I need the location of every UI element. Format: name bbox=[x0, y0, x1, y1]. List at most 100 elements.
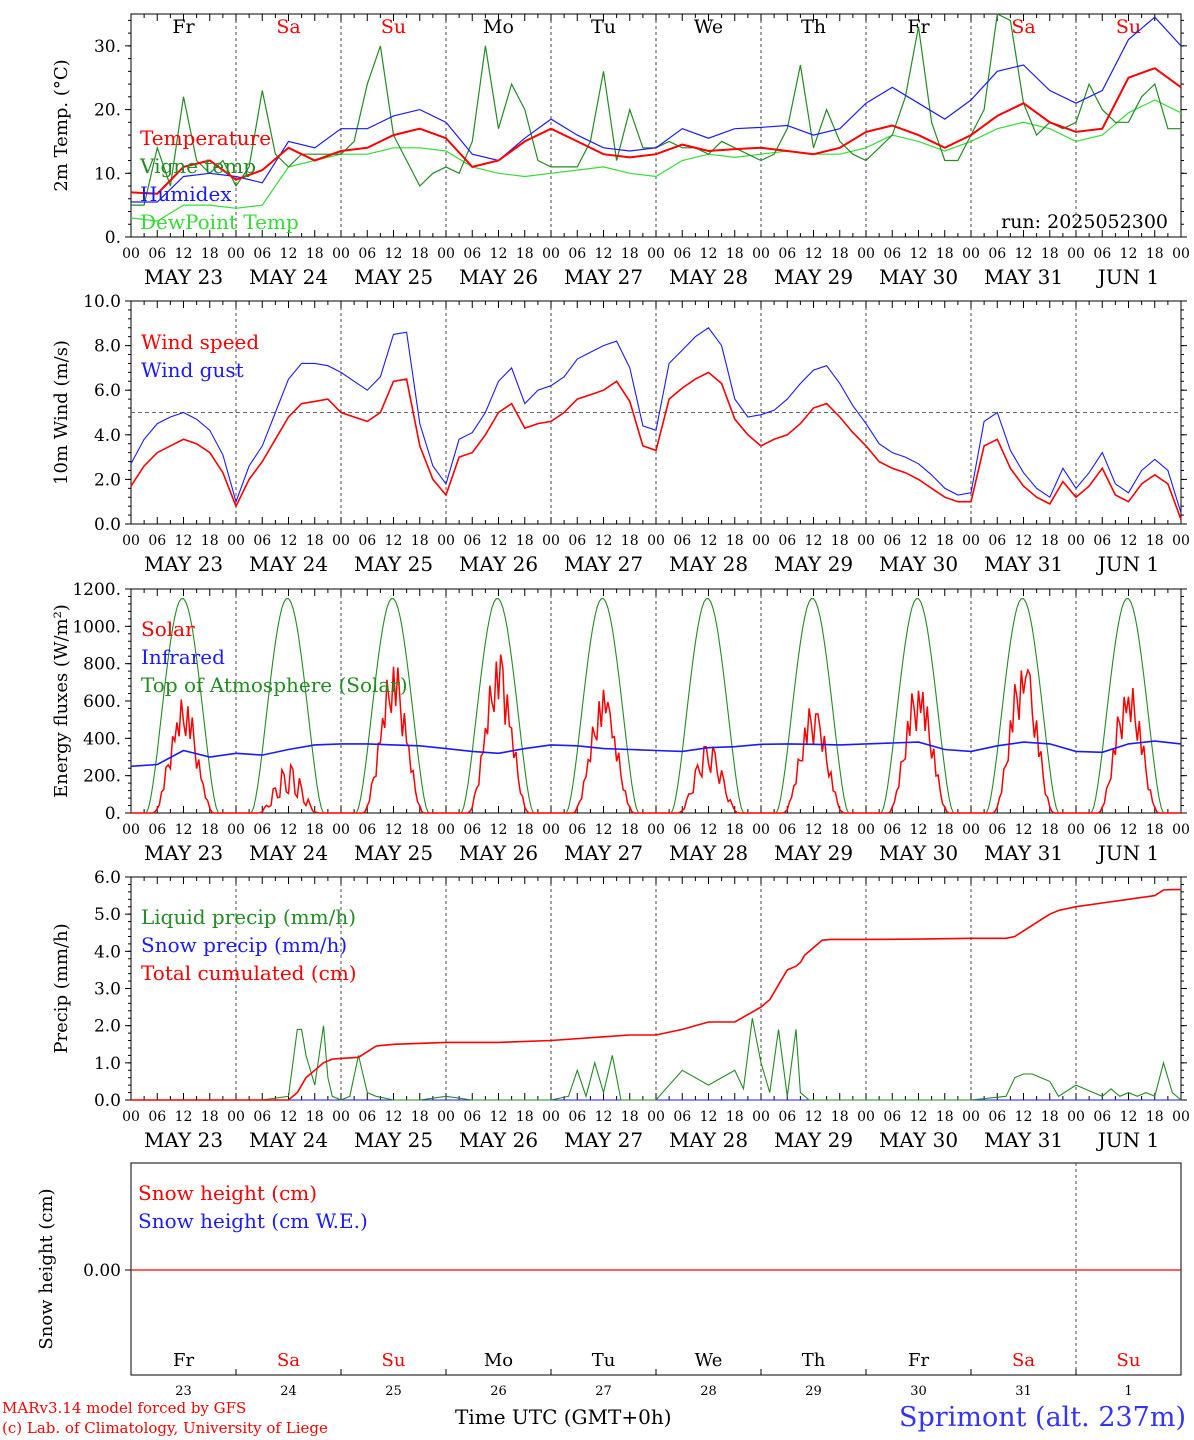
hour-tick-label: 00 bbox=[332, 246, 350, 262]
day-number-label: 29 bbox=[805, 1384, 822, 1399]
hour-tick-label: 00 bbox=[1067, 822, 1085, 838]
y-tick-label: 0.0 bbox=[94, 515, 121, 535]
hour-tick-label: 18 bbox=[621, 822, 639, 838]
y-tick-label: 8.0 bbox=[94, 337, 121, 357]
hour-tick-label: 12 bbox=[1015, 1109, 1033, 1125]
hour-tick-label: 12 bbox=[1120, 533, 1138, 549]
hour-tick-label: 06 bbox=[778, 246, 796, 262]
hour-tick-label: 12 bbox=[700, 246, 718, 262]
day-name-label: Su bbox=[1116, 16, 1141, 38]
date-label: MAY 24 bbox=[249, 552, 328, 576]
legend-entry: Snow height (cm) bbox=[138, 1181, 317, 1205]
date-label: MAY 28 bbox=[669, 265, 748, 289]
hour-tick-label: 18 bbox=[411, 533, 429, 549]
hour-tick-label: 12 bbox=[910, 1109, 928, 1125]
legend-entry: Total cumulated (cm) bbox=[141, 961, 357, 985]
hour-tick-label: 00 bbox=[1067, 1109, 1085, 1125]
legend-entry: Humidex bbox=[140, 182, 232, 206]
date-label: MAY 29 bbox=[774, 552, 853, 576]
hour-tick-label: 06 bbox=[148, 246, 166, 262]
legend-entry: Solar bbox=[141, 617, 195, 641]
y-tick-label: 2.0 bbox=[94, 470, 121, 490]
hour-tick-label: 06 bbox=[148, 822, 166, 838]
hour-tick-label: 18 bbox=[1041, 246, 1059, 262]
hour-tick-label: 00 bbox=[1067, 246, 1085, 262]
hour-tick-label: 18 bbox=[726, 533, 744, 549]
date-label: MAY 29 bbox=[774, 1128, 853, 1152]
date-label: MAY 28 bbox=[669, 1128, 748, 1152]
hour-tick-label: 18 bbox=[306, 1109, 324, 1125]
legend-entry: Liquid precip (mm/h) bbox=[141, 905, 356, 929]
hour-tick-label: 06 bbox=[883, 1109, 901, 1125]
date-label: MAY 31 bbox=[984, 552, 1063, 576]
y-axis-label: 2m Temp. (°C) bbox=[51, 59, 72, 191]
day-name-label: Tu bbox=[592, 1350, 616, 1371]
hour-tick-label: 00 bbox=[647, 822, 665, 838]
day-name-label: Mo bbox=[483, 16, 514, 38]
hour-tick-label: 06 bbox=[673, 822, 691, 838]
date-label: MAY 23 bbox=[144, 1128, 223, 1152]
y-tick-label: 6.0 bbox=[94, 868, 121, 888]
hour-tick-label: 06 bbox=[463, 246, 481, 262]
y-tick-label: 0. bbox=[105, 228, 121, 248]
hour-tick-label: 12 bbox=[700, 533, 718, 549]
date-label: MAY 30 bbox=[879, 841, 958, 865]
hour-tick-label: 06 bbox=[568, 1109, 586, 1125]
hour-tick-label: 00 bbox=[647, 246, 665, 262]
hour-tick-label: 06 bbox=[883, 533, 901, 549]
hour-tick-label: 12 bbox=[280, 533, 298, 549]
legend-entry: Snow precip (mm/h) bbox=[141, 933, 347, 957]
hour-tick-label: 06 bbox=[1093, 246, 1111, 262]
hour-tick-label: 18 bbox=[306, 246, 324, 262]
hour-tick-label: 12 bbox=[805, 1109, 823, 1125]
hour-tick-label: 00 bbox=[542, 533, 560, 549]
day-name-label: Su bbox=[382, 1350, 406, 1371]
hour-tick-label: 06 bbox=[883, 246, 901, 262]
date-label: MAY 29 bbox=[774, 841, 853, 865]
y-tick-label: 600. bbox=[83, 692, 121, 712]
date-label: MAY 27 bbox=[564, 265, 643, 289]
hour-tick-label: 00 bbox=[1172, 822, 1190, 838]
hour-tick-label: 06 bbox=[568, 822, 586, 838]
hour-tick-label: 06 bbox=[253, 1109, 271, 1125]
day-name-label: Sa bbox=[1012, 1350, 1035, 1371]
day-name-label: Th bbox=[801, 16, 826, 38]
date-label: MAY 24 bbox=[249, 841, 328, 865]
hour-tick-label: 18 bbox=[306, 822, 324, 838]
hour-tick-label: 00 bbox=[227, 246, 245, 262]
hour-tick-label: 00 bbox=[437, 533, 455, 549]
hour-tick-label: 12 bbox=[175, 533, 193, 549]
y-tick-label: 0. bbox=[105, 804, 121, 824]
hour-tick-label: 18 bbox=[516, 822, 534, 838]
hour-tick-label: 06 bbox=[988, 246, 1006, 262]
date-label: JUN 1 bbox=[1096, 1128, 1159, 1152]
hour-tick-label: 12 bbox=[385, 533, 403, 549]
day-number-label: 25 bbox=[385, 1384, 402, 1399]
hour-tick-label: 00 bbox=[227, 533, 245, 549]
hour-tick-label: 00 bbox=[1172, 246, 1190, 262]
hour-tick-label: 00 bbox=[122, 822, 140, 838]
hour-tick-label: 00 bbox=[1172, 533, 1190, 549]
hour-tick-label: 00 bbox=[542, 1109, 560, 1125]
date-label: MAY 25 bbox=[354, 841, 433, 865]
hour-tick-label: 00 bbox=[752, 822, 770, 838]
hour-tick-label: 18 bbox=[201, 822, 219, 838]
hour-tick-label: 12 bbox=[490, 822, 508, 838]
hour-tick-label: 18 bbox=[726, 246, 744, 262]
hour-tick-label: 00 bbox=[647, 533, 665, 549]
hour-tick-label: 06 bbox=[1093, 822, 1111, 838]
date-label: MAY 30 bbox=[879, 552, 958, 576]
legend-entry: Top of Atmosphere (Solar) bbox=[141, 673, 408, 697]
day-name-label: Sa bbox=[277, 1350, 300, 1371]
y-tick-label: 2.0 bbox=[94, 1017, 121, 1037]
y-axis-label: Precip (mm/h) bbox=[51, 923, 72, 1053]
hour-tick-label: 18 bbox=[411, 246, 429, 262]
hour-tick-label: 12 bbox=[280, 822, 298, 838]
day-number-label: 26 bbox=[490, 1384, 507, 1399]
hour-tick-label: 06 bbox=[778, 822, 796, 838]
y-tick-label: 4.0 bbox=[94, 942, 121, 962]
hour-tick-label: 00 bbox=[962, 1109, 980, 1125]
hour-tick-label: 12 bbox=[805, 533, 823, 549]
station-title: Sprimont (alt. 237m) bbox=[899, 1402, 1186, 1433]
